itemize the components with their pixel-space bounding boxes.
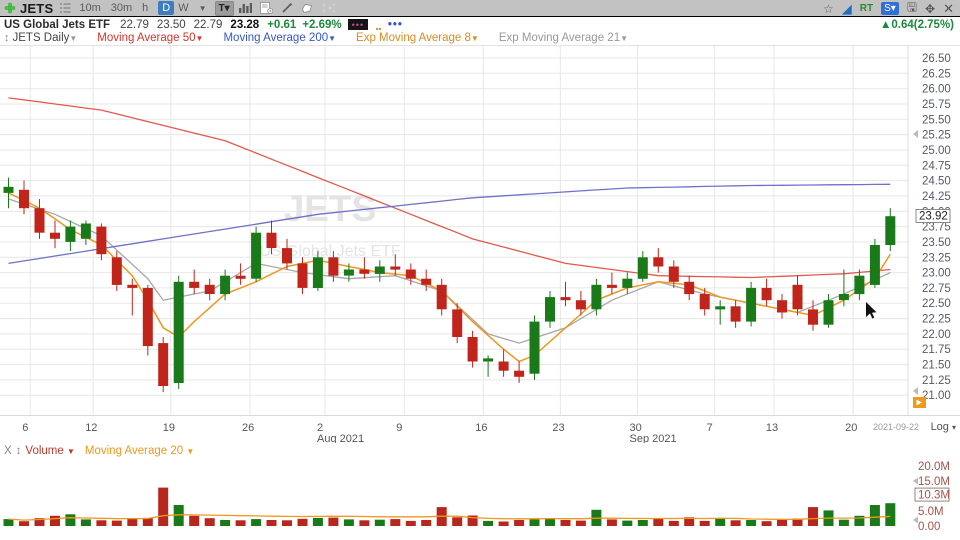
- svg-text:23.50: 23.50: [922, 237, 951, 249]
- svg-text:10.3M: 10.3M: [918, 490, 950, 502]
- svg-text:26.00: 26.00: [922, 84, 951, 96]
- svg-text:25.00: 25.00: [922, 145, 951, 157]
- svg-text:24.50: 24.50: [922, 176, 951, 188]
- svg-text:5.0M: 5.0M: [918, 506, 944, 518]
- svg-text:JETS: JETS: [284, 188, 377, 229]
- svg-text:21.75: 21.75: [922, 344, 951, 356]
- svg-text:21.50: 21.50: [922, 360, 951, 372]
- svg-text:22.75: 22.75: [922, 283, 951, 295]
- svg-text:20.0M: 20.0M: [918, 461, 950, 473]
- svg-text:23.92: 23.92: [919, 211, 948, 223]
- svg-text:26.25: 26.25: [922, 68, 951, 80]
- svg-text:21.00: 21.00: [922, 390, 951, 402]
- svg-text:25.75: 25.75: [922, 99, 951, 111]
- svg-text:26.50: 26.50: [922, 53, 951, 65]
- svg-text:21.25: 21.25: [922, 375, 951, 387]
- svg-text:22.00: 22.00: [922, 329, 951, 341]
- svg-text:23.25: 23.25: [922, 252, 951, 264]
- svg-text:23.75: 23.75: [922, 222, 951, 234]
- svg-text:25.50: 25.50: [922, 114, 951, 126]
- svg-text:0.00: 0.00: [918, 521, 940, 533]
- svg-text:24.75: 24.75: [922, 160, 951, 172]
- svg-text:25.25: 25.25: [922, 130, 951, 142]
- svg-text:15.0M: 15.0M: [918, 476, 950, 488]
- svg-text:22.25: 22.25: [922, 314, 951, 326]
- svg-text:23.00: 23.00: [922, 268, 951, 280]
- svg-text:24.25: 24.25: [922, 191, 951, 203]
- svg-text:22.50: 22.50: [922, 298, 951, 310]
